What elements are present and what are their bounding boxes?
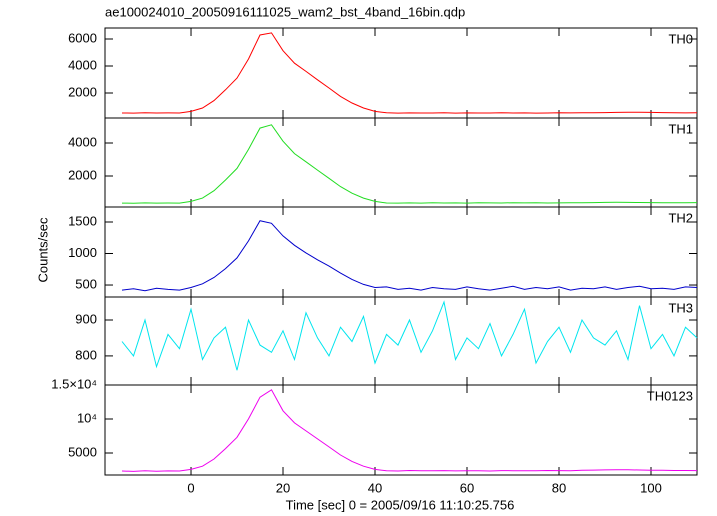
panel-frame	[104, 384, 698, 476]
y-tick-label: 500	[75, 276, 97, 291]
y-tick-label: 2000	[68, 167, 97, 182]
x-tick-label: 0	[187, 480, 194, 495]
panel-frame	[104, 27, 698, 119]
y-tick-label: 2000	[68, 84, 97, 99]
y-tick-label: 4000	[68, 134, 97, 149]
x-axis-label: Time [sec] 0 = 2005/09/16 11:10:25.756	[286, 497, 515, 512]
light-curve	[121, 32, 698, 114]
x-tick-label: 100	[640, 480, 662, 495]
chart-title: ae100024010_20050916111025_wam2_bst_4ban…	[105, 4, 465, 19]
light-curve	[121, 300, 698, 371]
panel-label: TH0123	[647, 388, 693, 403]
y-tick-label: 1000	[68, 245, 97, 260]
panel-frame	[104, 206, 698, 298]
y-tick-label: 800	[75, 347, 97, 362]
panel-frame	[104, 117, 698, 208]
y-tick-label: 10⁴	[77, 410, 97, 425]
y-tick-label: 1.5×10⁴	[51, 376, 97, 391]
panel-label: TH1	[668, 121, 693, 136]
light-curve	[121, 389, 698, 472]
y-tick-label: 1500	[68, 213, 97, 228]
x-tick-label: 40	[368, 480, 382, 495]
x-tick-label: 60	[460, 480, 474, 495]
light-curve	[121, 220, 698, 292]
panel-label: TH2	[668, 210, 693, 225]
light-curve	[121, 124, 698, 204]
y-tick-label: 5000	[68, 444, 97, 459]
y-tick-label: 4000	[68, 57, 97, 72]
y-tick-label: 6000	[68, 30, 97, 45]
panel-label: TH0	[668, 31, 693, 46]
x-tick-label: 20	[276, 480, 290, 495]
panel-label: TH3	[668, 300, 693, 315]
y-tick-label: 900	[75, 311, 97, 326]
y-axis-label: Counts/sec	[35, 217, 50, 283]
x-tick-label: 80	[552, 480, 566, 495]
